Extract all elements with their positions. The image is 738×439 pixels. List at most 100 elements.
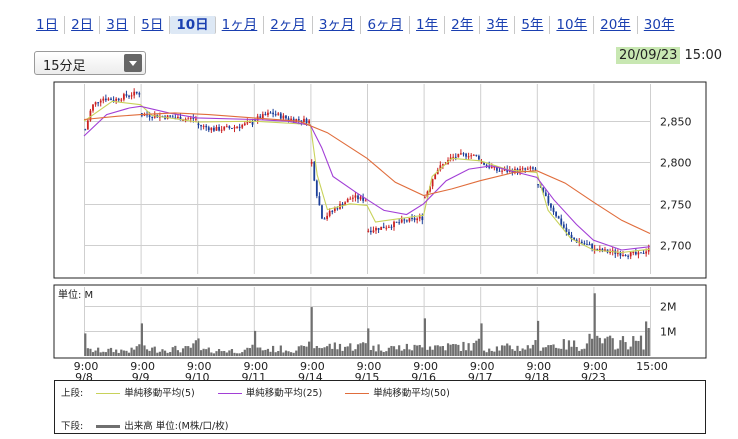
volume-bar <box>547 345 550 356</box>
candle-body <box>346 199 349 203</box>
tab-6[interactable]: 2ヶ月 <box>264 16 313 34</box>
candle-body <box>405 220 408 222</box>
candle-body <box>84 129 87 131</box>
candle-body <box>246 122 249 124</box>
tab-13[interactable]: 10年 <box>550 16 595 34</box>
tab-11[interactable]: 3年 <box>480 16 516 34</box>
candle-body <box>174 117 177 119</box>
price-tick-0: 2,700 <box>660 240 692 253</box>
volume-bar <box>122 350 125 356</box>
candle-body <box>580 241 583 244</box>
volume-bar <box>560 348 563 356</box>
tab-0[interactable]: 1日 <box>30 16 66 34</box>
tab-15[interactable]: 30年 <box>643 17 675 33</box>
tab-4[interactable]: 10日 <box>170 16 216 34</box>
volume-bar <box>102 351 105 356</box>
volume-bar <box>392 346 396 356</box>
tab-9[interactable]: 1年 <box>410 16 446 34</box>
volume-bar <box>645 321 648 356</box>
volume-bar <box>362 342 365 356</box>
volume-bar <box>163 350 167 356</box>
candle-body <box>184 118 187 121</box>
volume-unit-label: 単位: M <box>58 288 93 301</box>
volume-bar <box>318 347 321 356</box>
candle-body <box>171 116 174 118</box>
candle-body <box>135 91 138 94</box>
volume-bar <box>269 351 272 356</box>
candle-body <box>460 153 462 155</box>
volume-bar <box>614 349 617 356</box>
tab-5[interactable]: 1ヶ月 <box>216 16 265 34</box>
volume-bar <box>176 350 180 356</box>
x-tick-date-6: 9/16 <box>411 371 436 380</box>
candle-body <box>231 128 233 130</box>
volume-bar <box>91 352 95 356</box>
candle-body <box>213 127 215 131</box>
volume-bar <box>230 349 234 356</box>
candle-body <box>321 205 323 219</box>
volume-bar <box>354 349 357 356</box>
volume-bar <box>135 346 138 356</box>
candle-body <box>146 114 148 116</box>
volume-bar <box>313 348 316 356</box>
tab-2[interactable]: 3日 <box>100 16 136 34</box>
volume-bar <box>387 347 390 356</box>
candle-body <box>390 226 393 228</box>
candle-body <box>421 216 424 221</box>
volume-bar <box>482 350 486 356</box>
candle-body <box>588 244 591 246</box>
volume-bar <box>277 351 280 356</box>
candle-body <box>310 162 313 164</box>
candle-body <box>104 98 107 101</box>
x-tick-date-0: 9/8 <box>75 371 93 380</box>
candle-body <box>387 226 390 228</box>
interval-select[interactable]: 15分足 <box>34 51 146 75</box>
tab-12[interactable]: 5年 <box>515 16 551 34</box>
candle-body <box>573 237 576 240</box>
volume-bar <box>588 333 591 356</box>
volume-bar <box>194 340 198 356</box>
volume-panel-frame <box>53 284 707 359</box>
legend-sma5: 単純移動平均(5) <box>86 385 195 399</box>
candle-body <box>598 248 601 251</box>
candle-body <box>344 202 347 206</box>
volume-bar <box>197 338 200 356</box>
candle-body <box>200 125 202 127</box>
candle-body <box>331 210 334 212</box>
chevron-down-icon[interactable] <box>124 54 142 72</box>
tab-3[interactable]: 5日 <box>135 16 171 34</box>
volume-bar <box>573 340 576 356</box>
volume-bar <box>184 346 187 356</box>
volume-bar <box>205 349 208 356</box>
candle-body <box>133 91 136 96</box>
volume-bar <box>202 348 205 356</box>
candle-body <box>529 167 532 169</box>
volume-bar <box>513 350 517 356</box>
volume-bar <box>544 347 547 356</box>
candle-body <box>259 116 262 119</box>
candle-body <box>493 166 496 168</box>
volume-bar <box>488 348 491 356</box>
tab-10[interactable]: 2年 <box>445 16 481 34</box>
volume-bar <box>418 344 421 356</box>
candle-body <box>634 251 637 255</box>
tab-8[interactable]: 6ヶ月 <box>361 16 411 34</box>
candle-body <box>480 162 483 164</box>
candle-body <box>372 230 375 233</box>
volume-tick-0: 1M <box>660 326 677 339</box>
volume-bar <box>511 349 514 356</box>
volume-bar <box>140 323 143 356</box>
tab-1[interactable]: 2日 <box>65 16 101 34</box>
volume-bar <box>616 348 619 356</box>
candle-body <box>251 121 254 125</box>
volume-bar <box>585 343 589 356</box>
volume-bar <box>89 348 92 356</box>
tab-7[interactable]: 3ヶ月 <box>313 16 362 34</box>
legend-upper-row: 上段: 単純移動平均(5) 単純移動平均(25) 単純移動平均(50) <box>61 385 460 399</box>
tab-14[interactable]: 20年 <box>594 16 638 34</box>
interval-select-label: 15分足 <box>43 59 86 74</box>
candle-body <box>624 255 627 257</box>
volume-tick-1: 2M <box>660 301 677 314</box>
candle-body <box>382 226 385 229</box>
volume-bar <box>500 345 504 356</box>
